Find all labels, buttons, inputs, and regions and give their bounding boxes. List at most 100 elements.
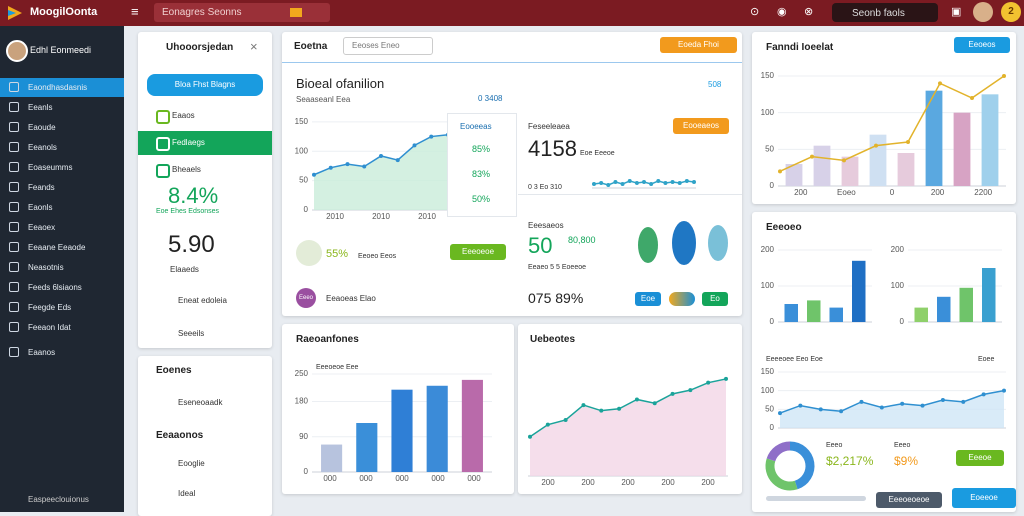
menu-item[interactable]: Eaonls — [0, 198, 124, 217]
x-tick-label: 200 — [794, 188, 808, 197]
button[interactable]: Eeoeos — [954, 37, 1010, 53]
growth-value2: 80,800 — [568, 235, 596, 245]
bar — [925, 90, 943, 186]
x-tick-label: 200 — [541, 478, 555, 487]
point — [581, 403, 586, 408]
row[interactable]: Ideal — [178, 489, 196, 498]
badge[interactable]: 2 — [1001, 2, 1021, 22]
donut-title: Eeeo — [826, 442, 843, 449]
menu-icon — [9, 102, 19, 112]
icon[interactable]: ⊙ — [750, 6, 760, 18]
x-tick-label: 200 — [581, 478, 595, 487]
menu-label: Feeaon Idat — [28, 323, 71, 332]
bar-chart: 0 100 200 — [891, 246, 1002, 324]
point — [970, 96, 974, 100]
point — [599, 181, 604, 185]
point — [778, 169, 782, 174]
button[interactable]: Eoe — [635, 292, 661, 306]
menu-icon — [9, 142, 19, 152]
search-box[interactable]: Eonagres Seonns — [154, 3, 330, 22]
donut-slice — [789, 441, 815, 490]
menu-icon — [9, 222, 19, 232]
title: Uebeotes — [530, 334, 576, 345]
point — [677, 181, 682, 185]
icon[interactable]: ⊗ — [804, 6, 814, 18]
percent-caption: Eeoeo Eeos — [358, 253, 397, 260]
menu-item[interactable]: Feegde Eds — [0, 298, 124, 317]
menu-label: Eaondhasdasnis — [28, 83, 88, 92]
leaf-icons — [638, 221, 728, 265]
avatar[interactable] — [973, 2, 993, 22]
menu-label: Eeaoex — [28, 223, 56, 232]
point — [627, 179, 632, 183]
link[interactable]: Elaaeds — [170, 265, 199, 274]
menu-icon — [9, 347, 19, 357]
sidebar-footer[interactable]: Easpeeclouionus — [28, 495, 89, 504]
button[interactable]: Eoeeoe — [952, 488, 1016, 508]
point — [798, 403, 803, 408]
bar — [829, 307, 843, 322]
button[interactable]: Eeeoe — [956, 450, 1004, 466]
button[interactable]: Eooeaeos — [673, 118, 729, 134]
button[interactable]: Eoeda Fhoi — [660, 37, 737, 53]
point — [938, 81, 942, 86]
combo-chart: 0 50 100 150 200 Eoeo 0 200 2200 — [761, 72, 1006, 197]
point — [874, 143, 878, 148]
y-tick-label: 200 — [761, 246, 775, 254]
button[interactable]: Eo — [702, 292, 728, 306]
menu-item[interactable]: Feeaon Idat — [0, 318, 124, 337]
menu-item[interactable]: Eeaane Eeaode — [0, 238, 124, 257]
row[interactable]: Eseneoaadk — [178, 398, 223, 407]
menu-icon — [9, 262, 19, 272]
menu-item[interactable]: Eoaseumms — [0, 158, 124, 177]
user-search[interactable]: Seonb faols — [832, 3, 938, 22]
item-label: Bheaels — [172, 165, 201, 174]
icon[interactable]: ◉ — [777, 6, 787, 18]
legend-item: 85% — [472, 144, 491, 154]
search-icon — [290, 8, 302, 17]
row[interactable]: Eooglie — [178, 459, 205, 468]
total: 075 89% — [528, 290, 584, 306]
panel-item[interactable]: Bheaels — [138, 158, 272, 182]
row[interactable]: Eneat edoleia — [178, 296, 227, 305]
panel-button[interactable]: Bloa Fhst Blagns — [147, 74, 263, 96]
point — [642, 180, 646, 184]
close[interactable]: × — [250, 39, 258, 54]
point — [981, 392, 986, 397]
menu-item[interactable]: Feeds 6lsiaons — [0, 278, 124, 297]
donut-slice — [766, 441, 791, 462]
search[interactable]: Eeeoeoeoe — [876, 492, 942, 508]
menu-item[interactable]: Eeanls — [0, 98, 124, 117]
right-mid-card: Eeeoeo 0 100 200 0 100 200 Eeeeoee Eeo Eoe E… — [752, 212, 1016, 512]
legend-box: Eooeeas 85% 83% 50% — [447, 113, 517, 217]
menu-icon[interactable]: ≡ — [131, 4, 139, 19]
menu-item[interactable]: Eeanols — [0, 138, 124, 157]
bar — [937, 296, 951, 322]
line — [779, 75, 1005, 173]
point — [940, 398, 945, 402]
menu-item[interactable]: Eaanos — [0, 343, 124, 362]
tab[interactable]: Eoetna — [294, 41, 328, 52]
icon[interactable]: ▣ — [951, 6, 962, 18]
button[interactable]: Eeeoeoe — [450, 244, 506, 260]
panel-item[interactable]: Eaaos — [138, 104, 272, 128]
line-chart: 0 50 100 150 2010 2010 2010 — [295, 117, 450, 221]
y-tick-label: 0 — [770, 423, 775, 430]
row[interactable]: Seeeils — [178, 329, 205, 338]
y-tick-label: 0 — [304, 205, 309, 214]
menu-item[interactable]: Eaondhasdasnis — [0, 78, 124, 97]
menu-item[interactable]: Eaoude — [0, 118, 124, 137]
toggle[interactable] — [669, 292, 695, 306]
menu-item[interactable]: Feands — [0, 178, 124, 197]
bar — [959, 287, 973, 322]
point — [1002, 388, 1006, 393]
search[interactable]: Eeoses Eneo — [343, 37, 433, 55]
menu-item[interactable]: Neasotnis — [0, 258, 124, 277]
menu-item[interactable]: Eeaoex — [0, 218, 124, 237]
bar — [784, 304, 798, 322]
point — [312, 172, 316, 177]
line-chart: 0 50 100 150 — [761, 368, 1006, 430]
link[interactable]: 508 — [708, 80, 722, 89]
panel-item[interactable]: Fedlaegs — [138, 131, 272, 155]
